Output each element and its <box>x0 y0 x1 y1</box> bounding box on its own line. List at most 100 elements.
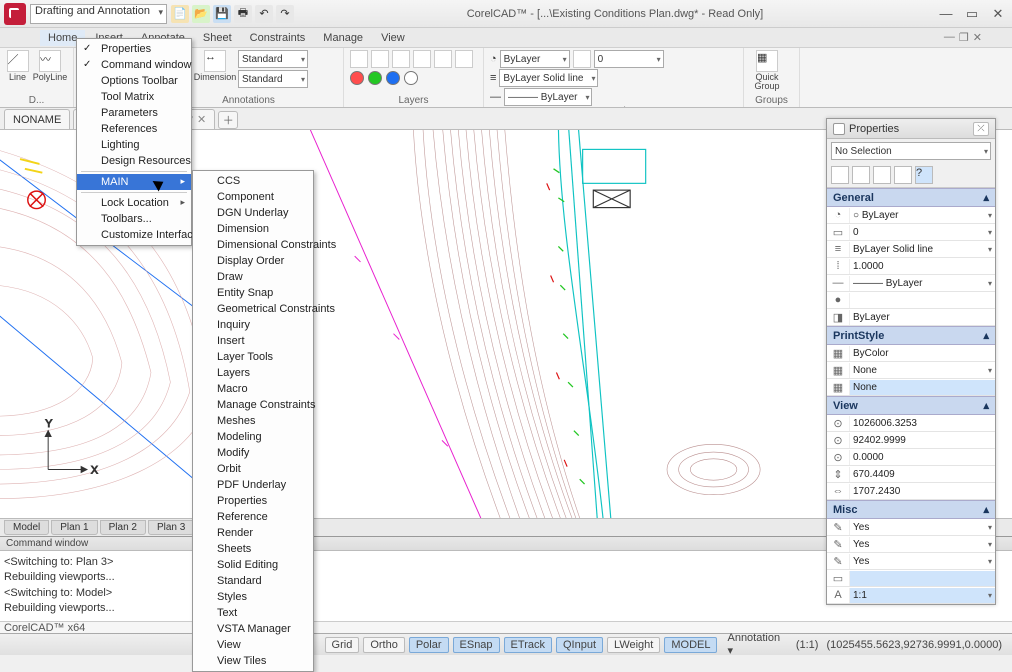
property-value[interactable]: 0 <box>849 225 995 240</box>
menu-item[interactable]: Tool Matrix <box>77 89 191 105</box>
menu-item[interactable]: Render <box>193 525 313 541</box>
linetype-dropdown[interactable]: ByLayer Solid line <box>499 69 598 87</box>
toggle-lweight[interactable]: LWeight <box>607 637 660 653</box>
spinner[interactable]: 0 <box>594 50 664 68</box>
toggle-model[interactable]: MODEL <box>664 637 717 653</box>
menu-item[interactable]: VSTA Manager <box>193 621 313 637</box>
color-swatch[interactable] <box>386 71 400 85</box>
toggle-etrack[interactable]: ETrack <box>504 637 552 653</box>
entity-color-dropdown[interactable]: ByLayer <box>500 50 570 68</box>
property-value[interactable]: 1:1 <box>849 588 995 603</box>
menu-item[interactable]: Command window <box>77 57 191 73</box>
qat-redo-icon[interactable]: ↷ <box>276 5 294 23</box>
menu-item[interactable]: Text <box>193 605 313 621</box>
property-value[interactable]: ByLayer Solid line <box>849 242 995 257</box>
property-value[interactable]: ByColor <box>849 346 995 361</box>
menu-item[interactable]: Dimensional Constraints <box>193 237 313 253</box>
sheet-tab[interactable]: Model <box>4 520 49 535</box>
property-value[interactable]: None <box>849 380 995 395</box>
toggle-qinput[interactable]: QInput <box>556 637 603 653</box>
layer-icon[interactable] <box>350 50 368 68</box>
child-minimize[interactable]: — <box>944 31 955 44</box>
menu-item[interactable]: DGN Underlay <box>193 205 313 221</box>
props-icon[interactable] <box>852 166 870 184</box>
property-value[interactable]: 1.0000 <box>849 259 995 274</box>
props-section-header[interactable]: View▴ <box>827 396 995 415</box>
menu-item[interactable]: Properties <box>77 41 191 57</box>
property-value[interactable]: 0.0000 <box>849 450 995 465</box>
menu-item[interactable]: Styles <box>193 589 313 605</box>
property-row[interactable]: ● <box>827 292 995 309</box>
property-row[interactable]: ▭ <box>827 570 995 587</box>
property-row[interactable]: A1:1 <box>827 587 995 604</box>
qat-new-icon[interactable]: 📄 <box>171 5 189 23</box>
quickgroup-tool[interactable]: ▦Quick Group <box>750 50 784 91</box>
menu-item[interactable]: Macro <box>193 381 313 397</box>
property-row[interactable]: ✎Yes <box>827 553 995 570</box>
property-row[interactable]: ———— ByLayer <box>827 275 995 292</box>
property-value[interactable]: 670.4409 <box>849 467 995 482</box>
property-value[interactable]: ○ ByLayer <box>849 208 995 223</box>
properties-palette[interactable]: Properties ⤫ No Selection ? General▴◔○ B… <box>826 118 996 605</box>
menu-item[interactable]: CCS <box>193 173 313 189</box>
menu-item[interactable]: Dimension <box>193 221 313 237</box>
line-tool[interactable]: ／Line <box>6 50 29 82</box>
annotation-menu[interactable]: Annotation ▾ <box>727 632 785 657</box>
layer-icon[interactable] <box>455 50 473 68</box>
property-value[interactable]: ByLayer <box>849 310 995 325</box>
textstyle-dropdown[interactable]: Standard <box>238 70 308 88</box>
menu-item[interactable]: Display Order <box>193 253 313 269</box>
close-icon[interactable]: ✕ <box>197 113 206 126</box>
workspace-selector[interactable]: Drafting and Annotation <box>30 4 167 24</box>
property-value[interactable]: None <box>849 363 995 378</box>
menu-item[interactable]: Solid Editing <box>193 557 313 573</box>
annotation-scale[interactable]: (1:1) <box>796 639 819 651</box>
property-row[interactable]: ⁞1.0000 <box>827 258 995 275</box>
property-row[interactable]: ⇔1707.2430 <box>827 483 995 500</box>
layer-icon[interactable] <box>371 50 389 68</box>
menu-item[interactable]: References <box>77 121 191 137</box>
toggle-grid[interactable]: Grid <box>325 637 360 653</box>
dimstyle-dropdown[interactable]: Standard <box>238 50 308 68</box>
menu-item[interactable]: Toolbars... <box>77 211 191 227</box>
menu-item[interactable]: Customize Interface... <box>77 227 191 243</box>
doc-tab[interactable]: NONAME <box>4 109 70 129</box>
menu-item[interactable]: Layers <box>193 365 313 381</box>
lineweight-dropdown[interactable]: ——— ByLayer <box>504 88 592 106</box>
selection-dropdown[interactable]: No Selection <box>831 142 991 160</box>
menu-item[interactable]: View Tiles <box>193 653 313 669</box>
props-section-header[interactable]: General▴ <box>827 188 995 207</box>
property-row[interactable]: ▦None <box>827 379 995 396</box>
maximize-button[interactable]: ▭ <box>962 6 982 22</box>
picker-icon[interactable] <box>573 50 591 68</box>
tab-view[interactable]: View <box>373 30 413 46</box>
property-value[interactable]: 1026006.3253 <box>849 416 995 431</box>
property-value[interactable]: 92402.9999 <box>849 433 995 448</box>
property-row[interactable]: ⇕670.4409 <box>827 466 995 483</box>
polyline-tool[interactable]: 〰PolyLine <box>33 50 67 82</box>
sheet-tab[interactable]: Plan 2 <box>100 520 146 535</box>
context-menu-main[interactable]: CCSComponentDGN UnderlayDimensionDimensi… <box>192 170 314 672</box>
property-value[interactable]: Yes <box>849 537 995 552</box>
property-value[interactable]: Yes <box>849 520 995 535</box>
layer-icon[interactable] <box>413 50 431 68</box>
props-icon[interactable]: ? <box>915 166 933 184</box>
menu-item[interactable]: Geometrical Constraints <box>193 301 313 317</box>
app-menu-button[interactable] <box>4 3 26 25</box>
property-row[interactable]: ✎Yes <box>827 519 995 536</box>
tab-sheet[interactable]: Sheet <box>195 30 240 46</box>
menu-item[interactable]: View <box>193 637 313 653</box>
menu-item[interactable]: Lighting <box>77 137 191 153</box>
menu-item[interactable]: Sheets <box>193 541 313 557</box>
child-close[interactable]: ✕ <box>973 31 982 44</box>
props-section-header[interactable]: Misc▴ <box>827 500 995 519</box>
props-icon[interactable] <box>894 166 912 184</box>
property-row[interactable]: ▦ByColor <box>827 345 995 362</box>
toggle-polar[interactable]: Polar <box>409 637 449 653</box>
close-button[interactable]: ✕ <box>988 6 1008 22</box>
menu-item[interactable]: Lock Location <box>77 195 191 211</box>
property-value[interactable] <box>849 571 995 586</box>
property-row[interactable]: ◔○ ByLayer <box>827 207 995 224</box>
pin-icon[interactable] <box>833 123 845 135</box>
qat-print-icon[interactable]: 🖶 <box>234 5 252 23</box>
